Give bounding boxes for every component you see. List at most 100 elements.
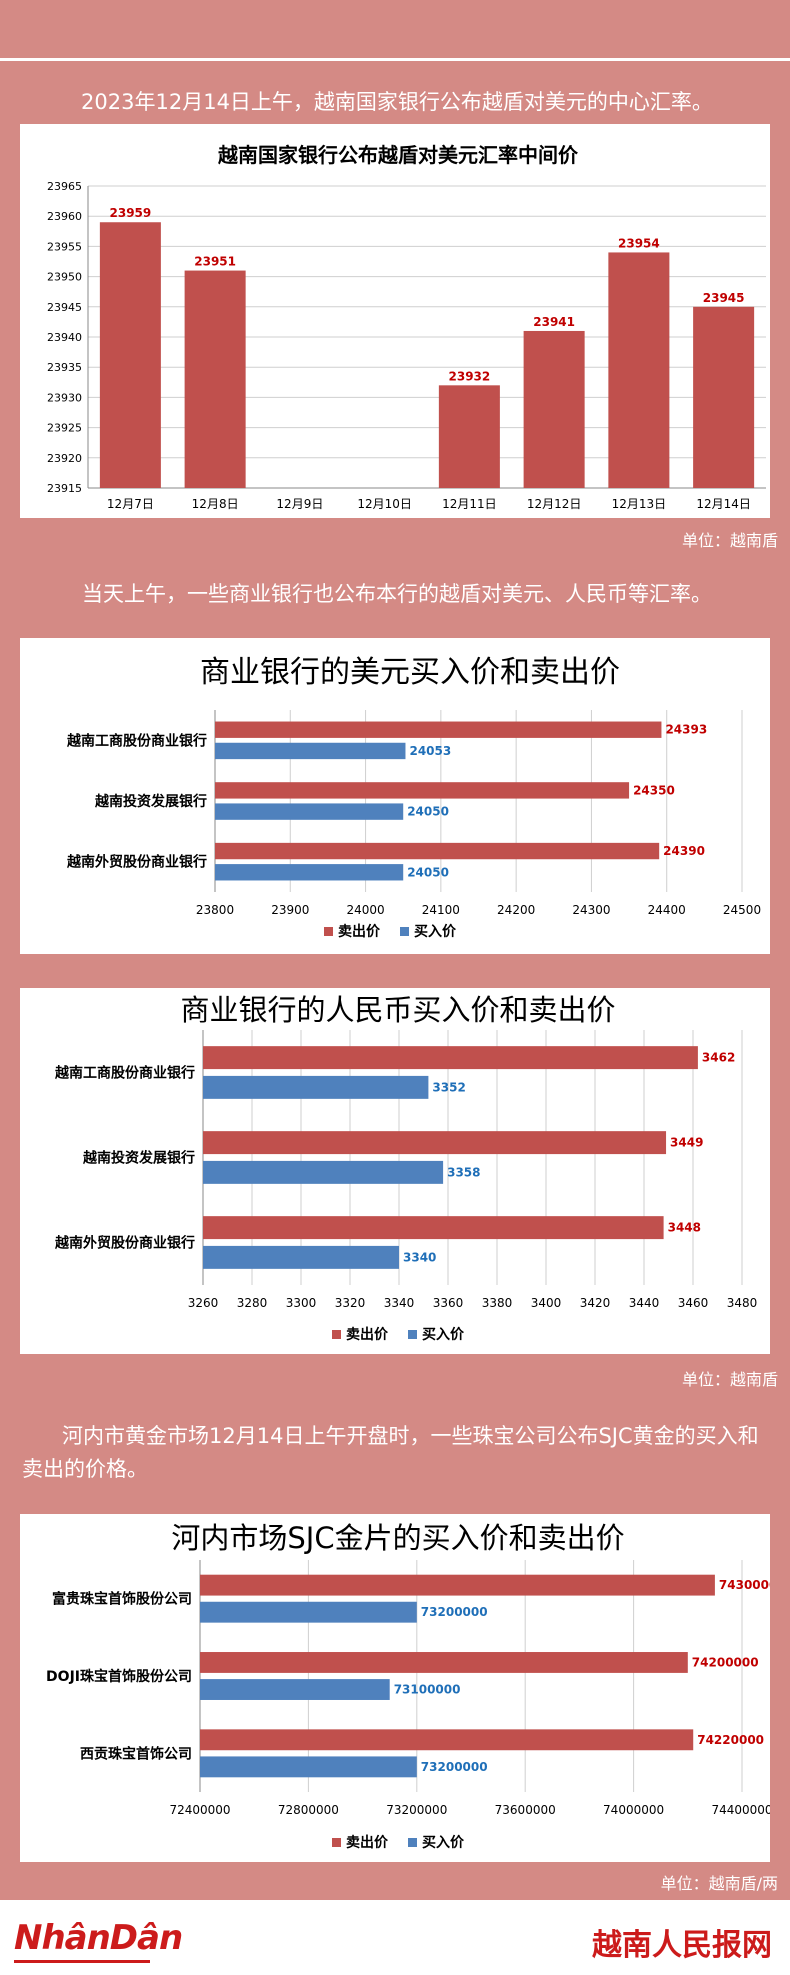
bar <box>608 252 670 488</box>
y-tick-label: 23920 <box>47 452 82 465</box>
legend-swatch <box>408 1330 417 1339</box>
data-label: 23959 <box>110 206 152 220</box>
chart-panel-1: 越南国家银行公布越盾对美元汇率中间价 23915 23920 23925 23930 23… <box>20 124 770 518</box>
bar <box>438 385 500 488</box>
data-label: 23951 <box>194 255 236 269</box>
intro-text: 2023年12月14日上午，越南国家银行公布越盾对美元的中心汇率。 <box>81 90 713 114</box>
x-tick-label: 24000 <box>346 903 384 917</box>
bar <box>203 1216 664 1240</box>
category-label: 越南工商股份商业银行 <box>66 732 207 749</box>
legend-swatch <box>408 1838 417 1847</box>
data-label: 74200000 <box>692 1655 759 1669</box>
y-tick-label: 23930 <box>47 391 82 404</box>
data-label: 24350 <box>633 783 675 797</box>
legend-label: 买入价 <box>422 1327 465 1343</box>
x-tick-label: 24300 <box>572 903 610 917</box>
y-tick-label: 23945 <box>47 301 82 314</box>
gold-text: 河内市黄金市场12月14日上午开盘时，一些珠宝公司公布SJC黄金的买入和卖出的价… <box>22 1424 759 1481</box>
x-tick-label: 12月13日 <box>612 497 667 511</box>
x-tick-label: 23800 <box>196 903 234 917</box>
bar <box>203 1075 429 1099</box>
chart-title: 商业银行的美元买入价和卖出价 <box>200 655 620 690</box>
bar <box>215 842 660 860</box>
bar <box>200 1756 417 1778</box>
x-tick-label: 3340 <box>384 1296 415 1310</box>
x-tick-label: 3460 <box>678 1296 709 1310</box>
data-label: 24053 <box>409 744 451 758</box>
category-label: 越南外贸股份商业银行 <box>66 854 207 871</box>
x-tick-label: 3320 <box>335 1296 366 1310</box>
x-tick-label: 74400000 <box>711 1803 770 1817</box>
cny-rates-chart: 商业银行的人民币买入价和卖出价 3260 3280 3300 3320 3340 3360 3… <box>54 993 758 1343</box>
x-tick-label: 24200 <box>497 903 535 917</box>
x-tick-label: 12月12日 <box>527 497 582 511</box>
data-label: 73200000 <box>421 1760 488 1774</box>
usd-rates-chart: 商业银行的美元买入价和卖出价 23800 23900 24000 24100 24200 2… <box>66 655 761 940</box>
data-label: 23954 <box>618 236 660 250</box>
y-tick-label: 23925 <box>47 422 82 435</box>
x-tick-label: 3280 <box>237 1296 268 1310</box>
legend-swatch <box>400 927 409 936</box>
data-label: 3358 <box>447 1165 480 1179</box>
data-label: 24050 <box>407 805 449 819</box>
bar <box>215 782 630 799</box>
bar <box>215 864 404 881</box>
y-tick-label: 23965 <box>47 180 82 193</box>
legend-label: 卖出价 <box>346 1326 389 1343</box>
data-label: 24393 <box>665 723 707 737</box>
unit-label-2: 单位：越南盾 <box>681 1370 778 1389</box>
bar <box>99 222 161 488</box>
data-label: 24050 <box>407 865 449 879</box>
data-label: 3352 <box>432 1080 465 1094</box>
bar <box>200 1652 688 1673</box>
x-tick-label: 12月7日 <box>107 497 154 511</box>
legend-label: 卖出价 <box>338 923 381 940</box>
bar <box>200 1679 390 1700</box>
category-label: 越南投资发展银行 <box>82 1150 195 1167</box>
x-tick-label: 12月9日 <box>276 497 323 511</box>
category-label: 越南投资发展银行 <box>94 793 207 810</box>
bar <box>215 803 404 820</box>
data-label: 73200000 <box>421 1605 488 1619</box>
legend-label: 买入价 <box>422 1835 465 1851</box>
chart-panel-2: 商业银行的美元买入价和卖出价 23800 23900 24000 24100 24200 2… <box>20 638 770 954</box>
footer: NhânDân 越南人民报网 <box>0 1900 790 1975</box>
data-label: 23941 <box>533 315 575 329</box>
logo-underline <box>14 1960 150 1963</box>
bar <box>215 721 662 738</box>
bar <box>523 330 585 488</box>
x-tick-label: 24400 <box>648 903 686 917</box>
category-label: DOJI珠宝首饰股份公司 <box>46 1668 192 1685</box>
data-label: 3462 <box>702 1051 735 1065</box>
x-tick-label: 24500 <box>723 903 761 917</box>
chart-panel-4: 河内市场SJC金片的买入价和卖出价 72400000 72800000 7320000… <box>20 1514 770 1862</box>
x-tick-label: 3380 <box>482 1296 513 1310</box>
legend-swatch <box>324 927 333 936</box>
site-name: 越南人民报网 <box>592 1928 772 1963</box>
legend-swatch <box>332 1330 341 1339</box>
y-tick-label: 23940 <box>47 331 82 344</box>
x-tick-label: 3360 <box>433 1296 464 1310</box>
category-label: 富贵珠宝首饰股份公司 <box>52 1591 192 1608</box>
category-label: 越南外贸股份商业银行 <box>54 1235 195 1252</box>
x-tick-label: 73600000 <box>495 1803 556 1817</box>
x-tick-label: 74000000 <box>603 1803 664 1817</box>
y-tick-label: 23935 <box>47 361 82 374</box>
category-label: 越南工商股份商业银行 <box>54 1065 195 1082</box>
bar <box>203 1245 399 1269</box>
data-label: 3340 <box>403 1250 436 1264</box>
mid-text: 当天上午，一些商业银行也公布本行的越盾对美元、人民币等汇率。 <box>82 582 712 606</box>
top-divider <box>0 58 790 61</box>
x-tick-label: 3420 <box>580 1296 611 1310</box>
central-rate-chart: 越南国家银行公布越盾对美元汇率中间价 23915 23920 23925 23930 23… <box>47 143 766 511</box>
data-label: 3449 <box>670 1136 703 1150</box>
data-label: 3448 <box>668 1221 701 1235</box>
x-tick-label: 12月14日 <box>696 497 751 511</box>
unit-label-1: 单位：越南盾 <box>681 531 778 550</box>
bar <box>200 1729 694 1751</box>
bar <box>184 270 246 488</box>
bar <box>215 742 406 760</box>
x-tick-label: 3480 <box>727 1296 758 1310</box>
x-tick-label: 24100 <box>422 903 460 917</box>
x-tick-label: 3300 <box>286 1296 317 1310</box>
